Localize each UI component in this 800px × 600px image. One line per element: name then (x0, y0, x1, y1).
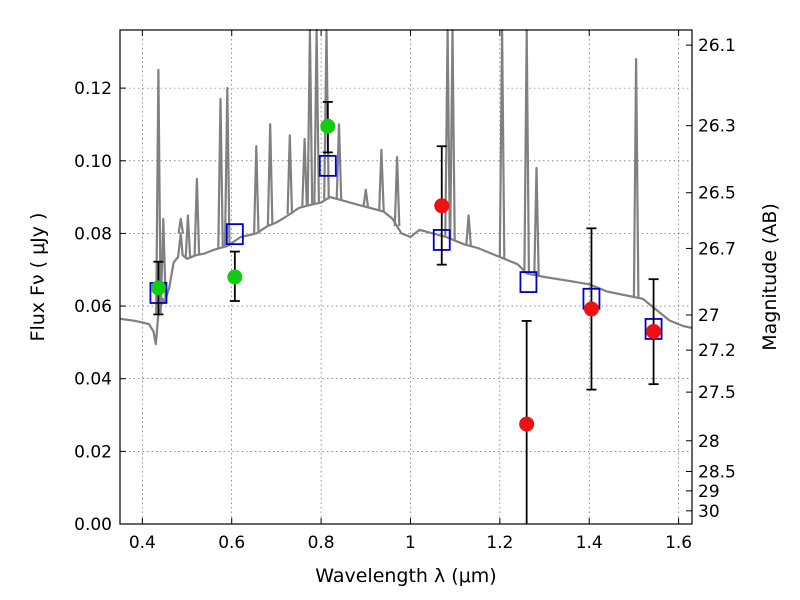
y2-tick-label: 30 (698, 502, 720, 522)
emission-line (449, 28, 456, 240)
observed-point (583, 301, 599, 317)
x-axis-ticks: 0.4 0.6 0.8 1 1.2 1.4 1.6 (129, 30, 692, 553)
observed-point (150, 280, 166, 296)
emission-line (362, 188, 370, 207)
y2-tick-label: 26.7 (698, 239, 736, 259)
observed-photometry (150, 101, 662, 524)
emission-line (155, 68, 162, 314)
observed-point (646, 323, 662, 339)
emission-line (313, 28, 320, 204)
model-spectrum (119, 28, 693, 346)
observed-point (434, 198, 450, 214)
x-tick-label: 1.6 (665, 533, 692, 553)
x-tick-label: 0.4 (129, 533, 156, 553)
y2-axis-title: Magnitude (AB) (759, 203, 781, 351)
y2-tick-label: 27 (698, 306, 720, 326)
y-axis-ticks: 0.00 0.02 0.04 0.06 0.08 0.10 0.12 (74, 79, 126, 535)
y-tick-label: 0.04 (74, 370, 112, 390)
emission-line (253, 145, 260, 234)
y-axis-title: Flux Fν ( μJy ) (27, 213, 49, 342)
y2-tick-label: 28.5 (698, 462, 736, 482)
model-box-marker (225, 223, 244, 246)
model-box-marker (519, 271, 538, 293)
y2-tick-label: 28 (698, 432, 720, 452)
x-tick-label: 0.6 (218, 533, 245, 553)
y-tick-label: 0.00 (74, 515, 112, 535)
x-tick-label: 0.8 (308, 533, 335, 553)
x-tick-label: 1.2 (486, 533, 513, 553)
emission-line (266, 123, 274, 226)
emission-line (335, 123, 343, 200)
y2-tick-label: 27.2 (698, 341, 736, 361)
emission-line (498, 28, 506, 258)
emission-line (523, 28, 530, 274)
emission-line (533, 166, 540, 276)
emission-line (301, 137, 308, 207)
emission-line (177, 217, 185, 234)
emission-line (223, 87, 231, 247)
y-tick-label: 0.08 (74, 224, 112, 244)
x-tick-label: 1 (405, 533, 416, 553)
x-tick-label: 1.4 (576, 533, 603, 553)
y-tick-label: 0.06 (74, 297, 112, 317)
emission-line (393, 156, 401, 227)
emission-line (306, 28, 314, 206)
emission-line (160, 217, 167, 300)
emission-line (632, 58, 640, 298)
emission-line (184, 214, 192, 259)
observed-point (519, 416, 535, 432)
emission-line (378, 148, 385, 212)
grid-lines (120, 30, 692, 525)
spectrum-continuum (119, 196, 693, 346)
emission-line (286, 134, 294, 215)
observed-point (320, 118, 336, 134)
emission-line (217, 97, 224, 248)
x-axis-title: Wavelength λ (μm) (315, 565, 496, 587)
y2-tick-label: 26.5 (698, 184, 736, 204)
y2-tick-label: 26.1 (698, 36, 736, 56)
y-tick-label: 0.12 (74, 79, 112, 99)
y2-tick-label: 27.5 (698, 383, 736, 403)
observed-point (227, 269, 243, 285)
emission-line (465, 214, 472, 246)
y-tick-label: 0.02 (74, 442, 112, 462)
y2-tick-label: 29 (698, 482, 720, 502)
y-tick-label: 0.10 (74, 152, 112, 172)
plot-frame (119, 29, 693, 525)
model-box-marker (318, 154, 337, 177)
y2-tick-label: 26.3 (698, 117, 736, 137)
emission-line (193, 177, 201, 256)
